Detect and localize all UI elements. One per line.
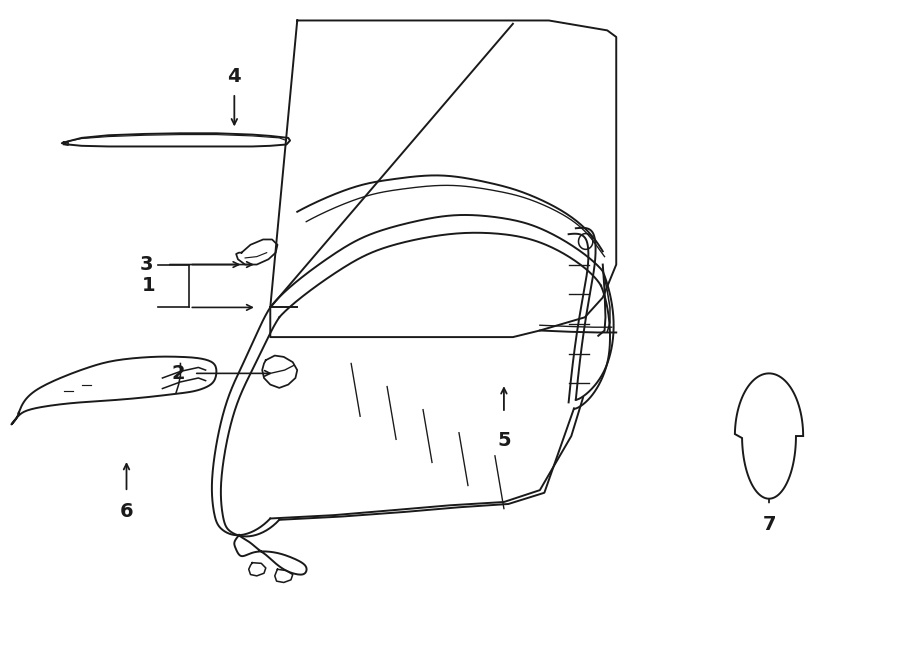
Text: 7: 7 — [762, 515, 776, 534]
Polygon shape — [735, 373, 803, 498]
Text: 3: 3 — [140, 255, 154, 274]
Text: 5: 5 — [497, 432, 510, 450]
Text: 4: 4 — [228, 67, 241, 87]
Text: 6: 6 — [120, 502, 133, 521]
Text: 2: 2 — [171, 364, 184, 383]
Text: 1: 1 — [142, 276, 156, 295]
